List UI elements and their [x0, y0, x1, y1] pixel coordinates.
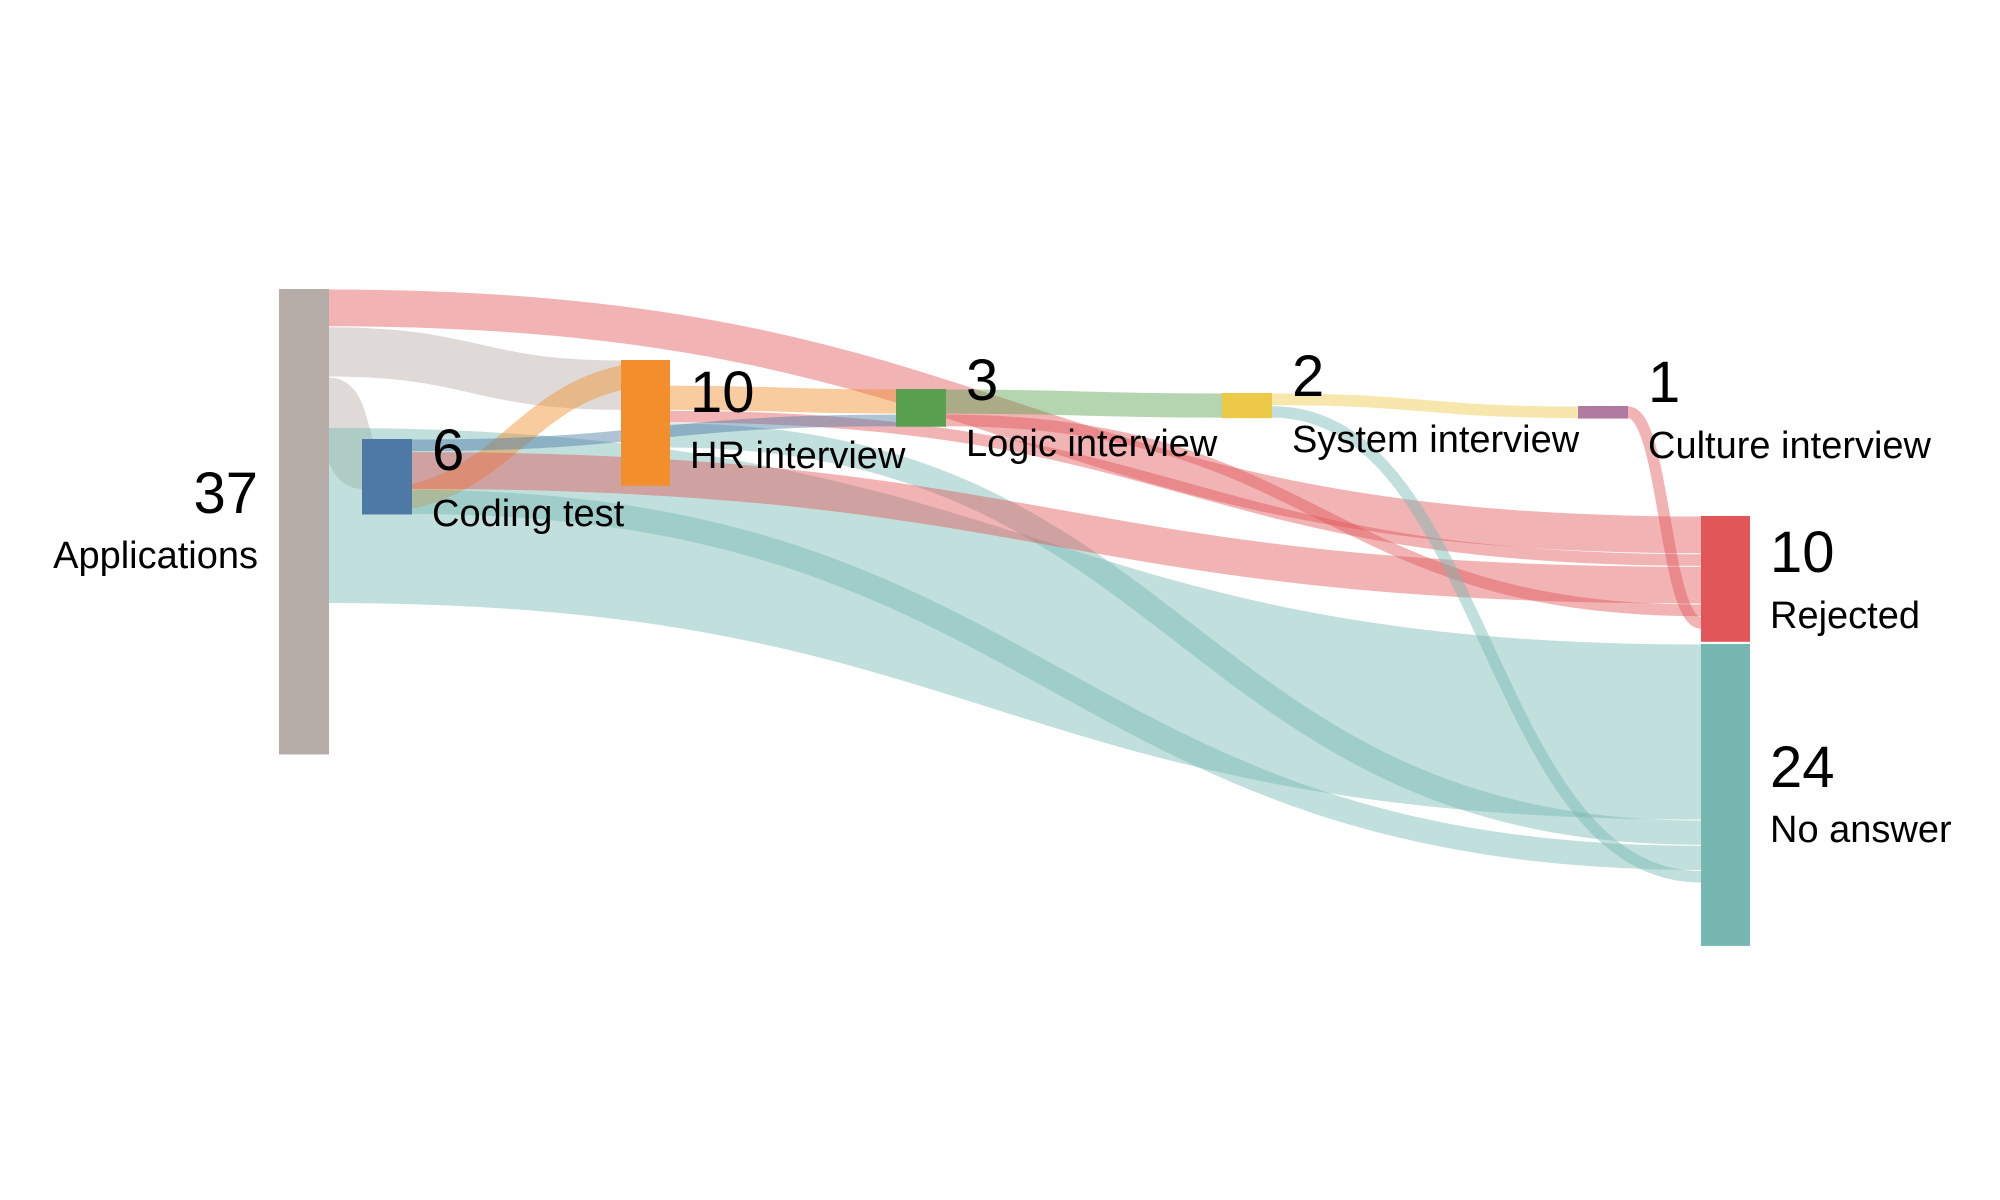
link-coding-to-noanswer [411, 489, 1702, 870]
node-noanswer-name-label: No answer [1770, 809, 1952, 851]
labels-layer: 37 Applications 10 HR interview 6 Coding test… [53, 344, 1952, 851]
nodes-layer [279, 289, 1750, 946]
node-culture-name-label: Culture interview [1648, 425, 1932, 467]
link-culture-to-rejected [1626, 406, 1703, 629]
node-logic-name-label: Logic interview [966, 423, 1218, 465]
node-rejected-value-label: 10 [1770, 520, 1835, 585]
node-culture [1578, 406, 1628, 419]
node-hr [621, 360, 670, 486]
node-applications-name-label: Applications [53, 535, 258, 577]
link-logic-to-rejected [945, 414, 1702, 617]
link-system-to-noanswer [1271, 406, 1702, 883]
link-applications-to-noanswer [328, 427, 1702, 820]
node-logic-value-label: 3 [966, 348, 998, 413]
node-coding [362, 439, 412, 515]
node-coding-value-label: 6 [432, 418, 464, 483]
node-applications [279, 289, 329, 755]
link-logic-to-system [945, 389, 1223, 418]
node-noanswer [1701, 644, 1750, 946]
node-hr-value-label: 10 [690, 360, 755, 425]
node-applications-value-label: 37 [193, 461, 258, 526]
node-culture-value-label: 1 [1648, 350, 1680, 415]
node-hr-name-label: HR interview [690, 435, 906, 477]
node-rejected-name-label: Rejected [1770, 595, 1920, 637]
link-hr-to-noanswer [669, 423, 1702, 845]
link-system-to-culture [1271, 393, 1579, 419]
link-applications-to-hr [328, 327, 622, 410]
node-coding-name-label: Coding test [432, 493, 625, 535]
node-system-name-label: System interview [1292, 419, 1580, 461]
link-hr-to-logic [669, 385, 897, 414]
node-logic [896, 389, 946, 427]
link-hr-to-coding [361, 360, 671, 514]
link-hr-to-rejected [669, 410, 1702, 566]
node-system [1222, 393, 1272, 419]
node-noanswer-value-label: 24 [1770, 735, 1835, 800]
link-applications-to-coding [314, 377, 377, 489]
node-system-value-label: 2 [1292, 344, 1324, 409]
link-applications-to-rejected [328, 289, 1702, 554]
node-rejected [1701, 516, 1750, 642]
links-layer [314, 289, 1703, 883]
